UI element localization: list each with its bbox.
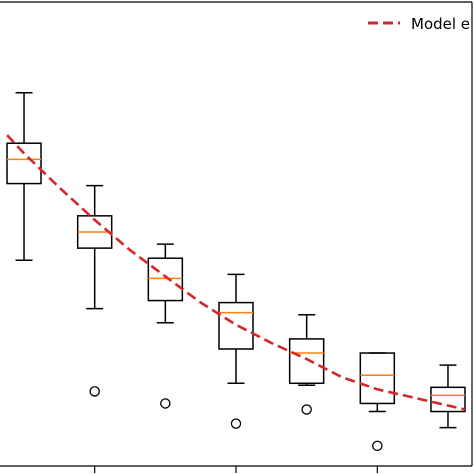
x-axis-ticks (94, 466, 378, 473)
model-line (6, 134, 466, 411)
box-1-outlier-0 (89, 386, 100, 397)
box-0-iqr (6, 142, 42, 185)
box-3 (218, 273, 254, 429)
box-5-iqr (359, 352, 396, 405)
box-2-iqr (147, 257, 184, 302)
box-plot-boxes (6, 92, 466, 452)
box-5-outlier-0 (372, 440, 383, 452)
box-2 (147, 243, 184, 409)
box-2-outlier-0 (160, 398, 171, 409)
box-0 (6, 92, 42, 261)
model-line-layer (6, 134, 466, 411)
legend-label-model: Model e (411, 15, 470, 33)
box-3-iqr (218, 301, 254, 350)
box-5 (359, 352, 396, 452)
box-3-outlier-0 (230, 418, 242, 429)
box-4-outlier-0 (301, 404, 312, 415)
box-4 (288, 313, 325, 415)
box-4-iqr (288, 338, 325, 385)
box-6-iqr (430, 386, 466, 413)
legend: Model e (368, 15, 470, 33)
box-1 (76, 184, 113, 397)
box-6 (430, 364, 466, 429)
